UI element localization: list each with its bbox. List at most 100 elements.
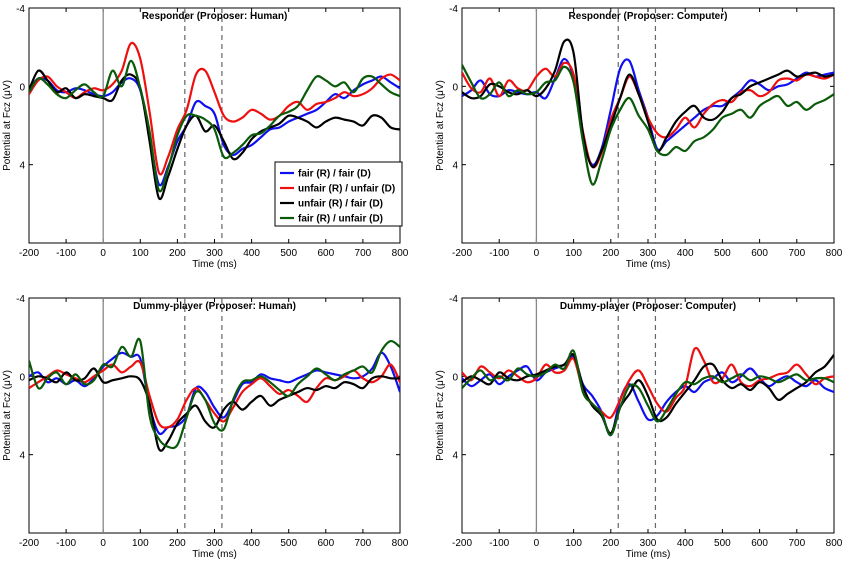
y-tick-label: 4 (19, 161, 25, 172)
y-axis-label: Potential at Fcz (μV) (435, 370, 446, 461)
axes-box (461, 7, 835, 244)
x-axis-label: Time (ms) (626, 259, 671, 270)
x-tick-label: 200 (602, 538, 619, 549)
x-tick-label: -200 (19, 538, 39, 549)
x-tick-label: 600 (751, 538, 768, 549)
x-tick-label: 0 (100, 248, 106, 259)
x-tick-label: -200 (452, 248, 472, 259)
series-group (462, 38, 834, 186)
legend-label: unfair (R) / unfair (D) (298, 184, 395, 195)
y-axis-label: Potential at Fcz (μV) (2, 80, 13, 171)
series-line-2 (462, 346, 834, 419)
x-tick-label: 200 (169, 248, 186, 259)
x-tick-label: 100 (565, 248, 582, 259)
series-line-3 (462, 38, 834, 169)
x-tick-label: 400 (243, 538, 260, 549)
panel-title: Dummy-player (Proposer: Computer) (560, 301, 736, 312)
panel-title: Responder (Proposer: Human) (142, 11, 288, 22)
legend-label: fair (R) / unfair (D) (298, 214, 383, 225)
series-group (29, 41, 400, 201)
x-tick-label: 400 (677, 538, 694, 549)
y-axis-label: Potential at Fcz (μV) (435, 80, 446, 171)
series-line-4 (462, 64, 834, 186)
x-tick-label: 500 (714, 248, 731, 259)
x-tick-label: 500 (280, 248, 297, 259)
x-tick-label: 300 (640, 538, 657, 549)
x-tick-label: 400 (243, 248, 260, 259)
axes-box (461, 297, 835, 534)
x-tick-label: 800 (826, 248, 843, 259)
x-axis-label: Time (ms) (626, 549, 671, 560)
panel-title: Responder (Proposer: Computer) (569, 11, 728, 22)
series-line-2 (29, 359, 400, 429)
series-group (29, 337, 400, 452)
panel-4: -200 -100 0 100 200 300 400 500 600 700 800 -4 0 4 Dum… (435, 294, 843, 560)
legend-label: unfair (R) / fair (D) (298, 199, 383, 210)
axes-box (28, 297, 401, 534)
series-line-1 (29, 351, 400, 436)
series-line-4 (29, 337, 400, 450)
x-tick-label: 300 (206, 248, 223, 259)
panel-2: -200 -100 0 100 200 300 400 500 600 700 800 -4 0 4 Res… (435, 4, 843, 270)
x-tick-label: 200 (169, 538, 186, 549)
x-tick-label: 600 (317, 248, 334, 259)
series-line-2 (462, 61, 834, 169)
x-tick-label: 0 (534, 248, 540, 259)
x-tick-label: 300 (640, 248, 657, 259)
series-line-4 (462, 349, 834, 437)
x-tick-label: -100 (489, 248, 509, 259)
series-line-3 (29, 69, 400, 201)
y-tick-label: 0 (19, 82, 25, 93)
series-line-2 (29, 41, 400, 176)
series-line-3 (462, 352, 834, 435)
x-tick-label: 100 (565, 538, 582, 549)
y-tick-label: 0 (452, 82, 458, 93)
series-group (462, 346, 834, 437)
x-tick-label: 500 (280, 538, 297, 549)
x-tick-label: -100 (56, 538, 76, 549)
x-tick-label: 0 (100, 538, 106, 549)
series-line-4 (29, 59, 400, 193)
x-tick-label: 600 (317, 538, 334, 549)
x-tick-label: 700 (788, 538, 805, 549)
x-tick-label: 700 (355, 248, 372, 259)
panel-3: -200 -100 0 100 200 300 400 500 600 700 800 -4 0 4 Dum… (2, 294, 409, 560)
y-tick-label: 4 (452, 161, 458, 172)
x-tick-label: 0 (534, 538, 540, 549)
x-tick-label: -100 (56, 248, 76, 259)
x-tick-label: -200 (452, 538, 472, 549)
panel-1: -200 -100 0 100 200 300 400 500 600 700 800 -4 0 4 Res… (2, 4, 409, 270)
y-tick-label: -4 (16, 294, 25, 305)
legend: fair (R) / fair (D) unfair (R) / unfair (… (274, 161, 403, 227)
y-tick-label: -4 (16, 4, 25, 15)
legend-label: fair (R) / fair (D) (298, 169, 371, 180)
legend-box (274, 161, 403, 227)
x-tick-label: 600 (751, 248, 768, 259)
x-tick-label: 700 (355, 538, 372, 549)
x-tick-label: 400 (677, 248, 694, 259)
y-tick-label: -4 (449, 4, 458, 15)
x-tick-label: 200 (602, 248, 619, 259)
y-tick-label: 4 (19, 451, 25, 462)
y-axis-label: Potential at Fcz (μV) (2, 370, 13, 461)
x-axis-label: Time (ms) (192, 549, 237, 560)
x-tick-label: 800 (392, 248, 409, 259)
y-tick-label: -4 (449, 294, 458, 305)
y-tick-label: 4 (452, 451, 458, 462)
series-line-1 (462, 354, 834, 437)
x-tick-label: -200 (19, 248, 39, 259)
x-tick-label: 800 (392, 538, 409, 549)
series-line-3 (29, 367, 400, 452)
y-tick-label: 0 (19, 372, 25, 383)
x-axis-label: Time (ms) (192, 259, 237, 270)
x-tick-label: 500 (714, 538, 731, 549)
x-tick-label: 300 (206, 538, 223, 549)
y-tick-label: 0 (452, 372, 458, 383)
x-tick-label: -100 (489, 538, 509, 549)
x-tick-label: 100 (132, 538, 149, 549)
x-tick-label: 700 (788, 248, 805, 259)
panel-title: Dummy-player (Proposer: Human) (133, 301, 296, 312)
x-tick-label: 100 (132, 248, 149, 259)
x-tick-label: 800 (826, 538, 843, 549)
